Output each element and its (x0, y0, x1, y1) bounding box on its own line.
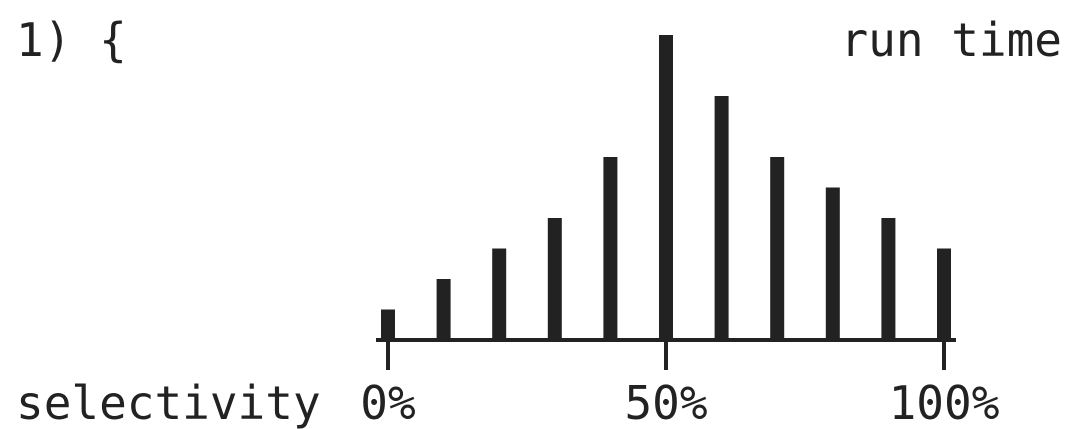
x-axis-label: selectivity (16, 376, 321, 429)
x-tick-label-100-percent: 100% (889, 376, 1000, 429)
bars-group (381, 35, 951, 340)
bar-70-percent (770, 157, 785, 340)
bar-10-percent (436, 279, 451, 340)
bar-30-percent (547, 218, 562, 340)
code-fragment: 1) { (16, 13, 127, 67)
x-tick-label-0-percent: 0% (360, 376, 415, 429)
bar-20-percent (492, 248, 507, 340)
x-ticks-group: 0% 50% 100% (360, 340, 999, 429)
y-axis-label: run time (840, 13, 1062, 67)
bar-100-percent (937, 248, 951, 340)
bar-90-percent (881, 218, 896, 340)
bar-0-percent (381, 309, 395, 340)
bar-60-percent (714, 96, 729, 340)
bar-50-percent (659, 35, 673, 340)
x-tick-label-50-percent: 50% (624, 376, 707, 429)
bar-40-percent (603, 157, 618, 340)
bar-80-percent (825, 187, 840, 340)
